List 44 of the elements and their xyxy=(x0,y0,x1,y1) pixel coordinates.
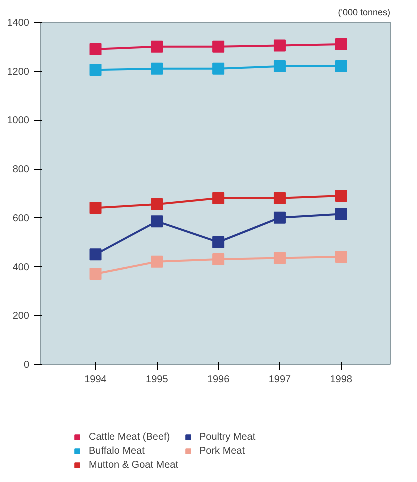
point xyxy=(274,40,286,52)
y-tick-label: 200 xyxy=(12,311,30,322)
point xyxy=(335,190,348,202)
point xyxy=(151,216,164,228)
point xyxy=(212,253,225,266)
x-tick-label: 1995 xyxy=(146,374,169,386)
y-tick-label: 1000 xyxy=(7,116,30,127)
x-tick-label: 1994 xyxy=(84,374,108,386)
point xyxy=(90,248,102,261)
point xyxy=(335,251,348,264)
point xyxy=(151,40,164,53)
point xyxy=(212,192,225,204)
legend-label: Buffalo Meat xyxy=(89,446,145,456)
point xyxy=(274,60,286,72)
x-tick-label: 1998 xyxy=(330,374,353,386)
text: ('000 tonnes) xyxy=(338,8,391,18)
point xyxy=(90,268,102,280)
y-tick-label: 800 xyxy=(12,164,30,176)
y-tick-label: 0 xyxy=(24,360,30,371)
point xyxy=(274,212,286,224)
x-tick-label: 1997 xyxy=(268,374,292,386)
legend-label: Poultry Meat xyxy=(200,432,256,442)
legend-label: Cattle Meat (Beef) xyxy=(89,432,170,442)
point xyxy=(335,38,348,50)
y-tick-label: 1200 xyxy=(7,66,30,78)
point xyxy=(90,202,102,214)
legend-label: Pork Meat xyxy=(200,446,246,456)
point xyxy=(212,40,225,53)
point xyxy=(274,192,286,204)
point xyxy=(335,208,348,220)
point xyxy=(90,43,102,56)
x-tick-label: 1996 xyxy=(207,374,230,386)
point xyxy=(151,198,164,210)
legend-label: Mutton & Goat Meat xyxy=(89,460,178,470)
y-tick-label: 600 xyxy=(12,213,30,224)
point xyxy=(90,64,102,76)
point xyxy=(274,252,286,264)
point xyxy=(335,60,348,72)
y-tick-label: 1400 xyxy=(7,18,30,29)
point xyxy=(151,62,164,75)
point xyxy=(212,236,225,248)
point xyxy=(151,256,164,268)
point xyxy=(212,62,225,75)
y-tick-label: 400 xyxy=(12,262,30,274)
